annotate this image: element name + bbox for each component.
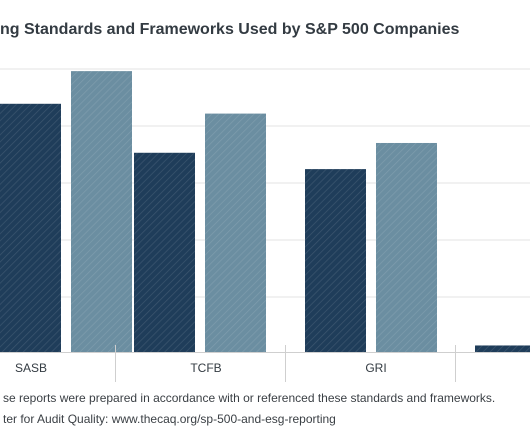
chart-title: ng Standards and Frameworks Used by S&P … [0, 21, 460, 38]
x-tick-label-sasb: SASB [15, 361, 47, 375]
bar-tcfb-series-1 [134, 152, 195, 352]
chart-source: ter for Audit Quality: www.thecaq.org/sp… [3, 412, 336, 426]
x-tick-label-gri: GRI [365, 361, 386, 375]
bar-sasb-series-2 [71, 71, 132, 353]
bar-gri-series-1 [305, 169, 366, 352]
chart-note: se reports were prepared in accordance w… [3, 391, 496, 405]
bar-gri-series-2 [376, 142, 437, 352]
bar-sasb-series-1 [0, 103, 61, 352]
bar-category-4-series-1 [475, 345, 530, 352]
bar-tcfb-series-2 [205, 113, 266, 352]
x-tick-label-tcfb: TCFB [190, 361, 221, 375]
